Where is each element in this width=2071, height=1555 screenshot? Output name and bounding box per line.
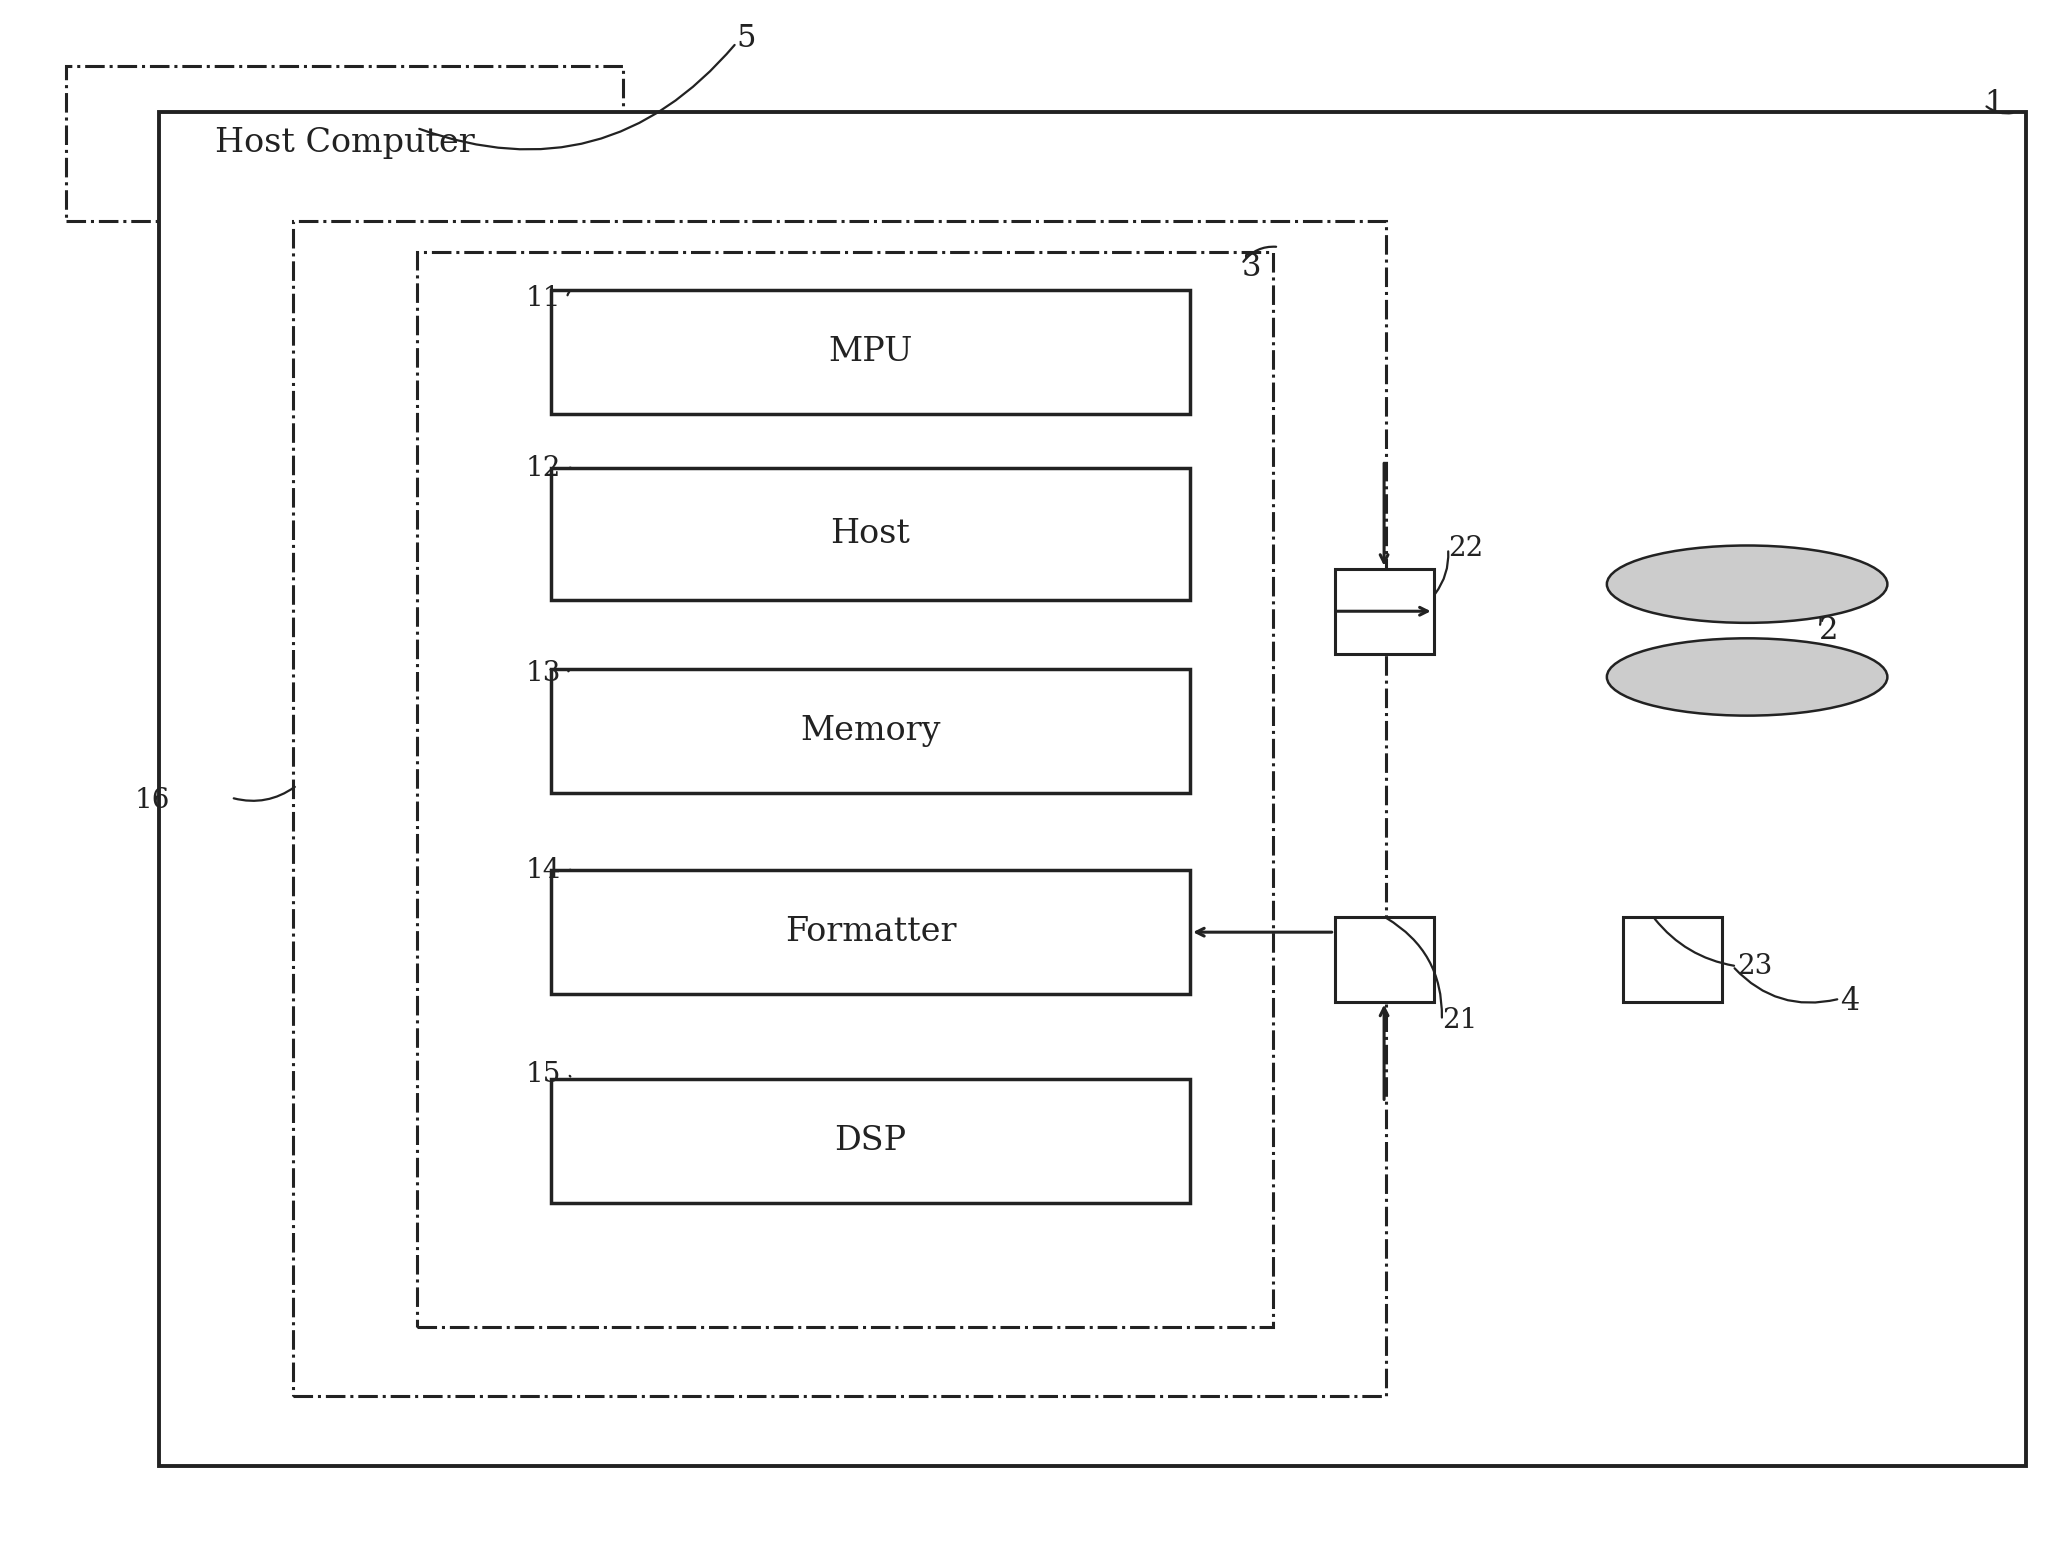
Bar: [551, 291, 1191, 414]
Text: 13: 13: [526, 661, 561, 687]
Bar: [1624, 917, 1723, 1001]
Text: 2: 2: [1818, 616, 1839, 645]
Text: 12: 12: [526, 454, 561, 482]
Bar: [1334, 917, 1433, 1001]
Text: Memory: Memory: [799, 715, 940, 746]
Ellipse shape: [1607, 546, 1887, 624]
Bar: [66, 65, 623, 221]
Text: 16: 16: [135, 787, 170, 815]
Ellipse shape: [1607, 638, 1887, 715]
Bar: [416, 252, 1274, 1326]
Text: 11: 11: [526, 285, 561, 311]
Text: 23: 23: [1738, 953, 1773, 980]
Text: 1: 1: [1984, 89, 2005, 120]
Text: 4: 4: [1839, 986, 1860, 1017]
Text: 5: 5: [737, 23, 756, 54]
Bar: [1334, 569, 1433, 653]
Text: 3: 3: [1243, 252, 1261, 283]
Text: Host Computer: Host Computer: [215, 128, 474, 159]
Text: 15: 15: [526, 1061, 561, 1088]
Bar: [159, 112, 2025, 1466]
Text: MPU: MPU: [828, 336, 913, 369]
Bar: [551, 468, 1191, 600]
Text: 22: 22: [1448, 535, 1483, 561]
Bar: [551, 871, 1191, 994]
Text: DSP: DSP: [835, 1124, 907, 1157]
Bar: [292, 221, 1385, 1396]
Text: Formatter: Formatter: [785, 916, 957, 949]
Bar: [551, 1079, 1191, 1204]
Text: 21: 21: [1441, 1006, 1477, 1034]
Bar: [551, 669, 1191, 793]
Text: Host: Host: [830, 518, 911, 550]
Text: 14: 14: [526, 857, 561, 883]
